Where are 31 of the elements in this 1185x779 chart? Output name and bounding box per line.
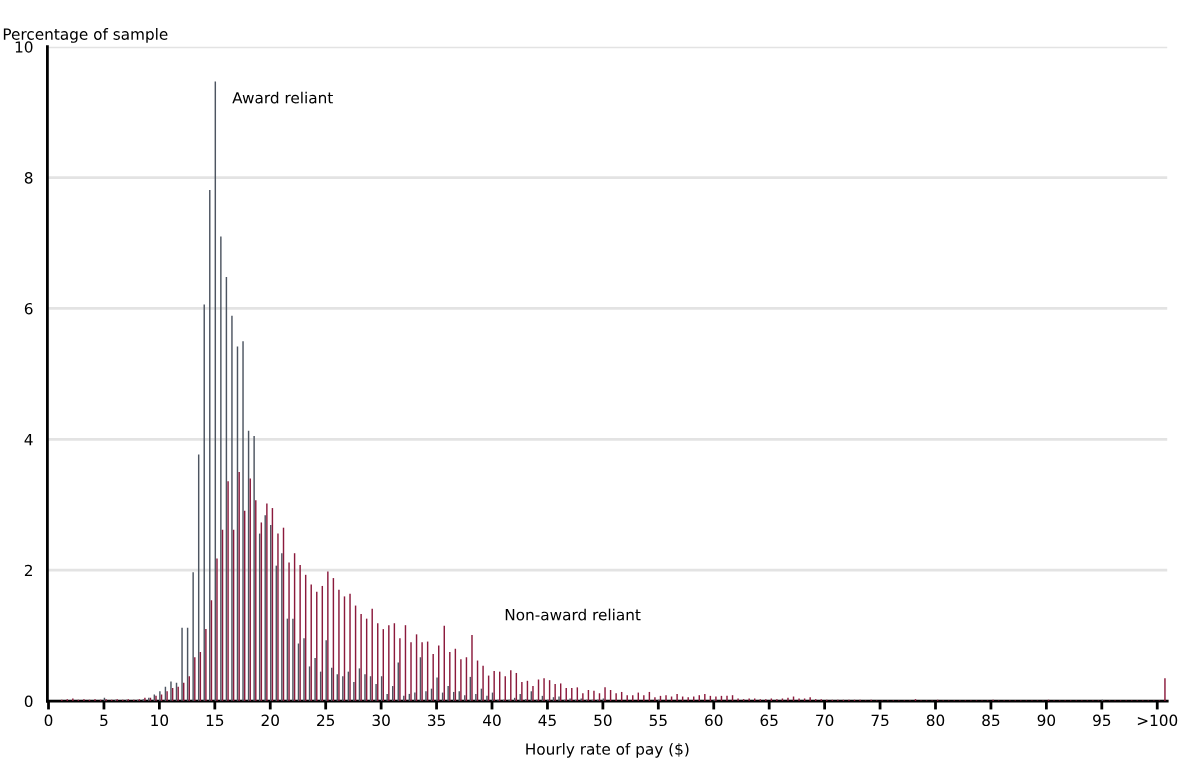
- x-axis-title: Hourly rate of pay ($): [526, 742, 689, 758]
- y-tick-label: 0: [24, 695, 33, 708]
- x-tick-label: 60: [705, 714, 723, 727]
- x-tick-label: 90: [1037, 714, 1056, 727]
- annotation: Non-award reliant: [505, 608, 641, 621]
- x-tick-label: 10: [151, 714, 169, 727]
- x-tick-label: 35: [428, 714, 445, 727]
- y-tick-label: 6: [24, 302, 33, 315]
- x-tick-label: 95: [1093, 714, 1111, 727]
- x-tick-label: 5: [100, 714, 108, 727]
- y-tick-label: 2: [24, 564, 32, 577]
- x-tick-label: 75: [871, 714, 889, 727]
- x-tick-label: >100: [1137, 714, 1178, 727]
- x-tick-label: 70: [816, 714, 834, 727]
- x-tick-label: 55: [649, 714, 667, 727]
- y-tick-label: 4: [24, 434, 33, 446]
- x-tick-label: 65: [760, 714, 778, 727]
- annotation: Award reliant: [232, 91, 333, 104]
- x-tick-label: 20: [261, 714, 279, 727]
- y-axis-title: Percentage of sample: [3, 28, 168, 43]
- x-tick-label: 40: [483, 714, 501, 727]
- x-tick-label: 30: [372, 714, 390, 727]
- x-tick-label: 50: [594, 714, 612, 727]
- y-tick-label: 8: [24, 172, 33, 184]
- x-tick-label: 0: [44, 714, 53, 727]
- x-tick-label: 25: [317, 714, 335, 727]
- x-tick-label: 45: [538, 714, 556, 727]
- x-tick-label: 80: [926, 714, 945, 727]
- y-tick-label: 10: [15, 41, 33, 53]
- x-tick-label: 15: [206, 714, 224, 727]
- x-tick-label: 85: [982, 714, 1000, 727]
